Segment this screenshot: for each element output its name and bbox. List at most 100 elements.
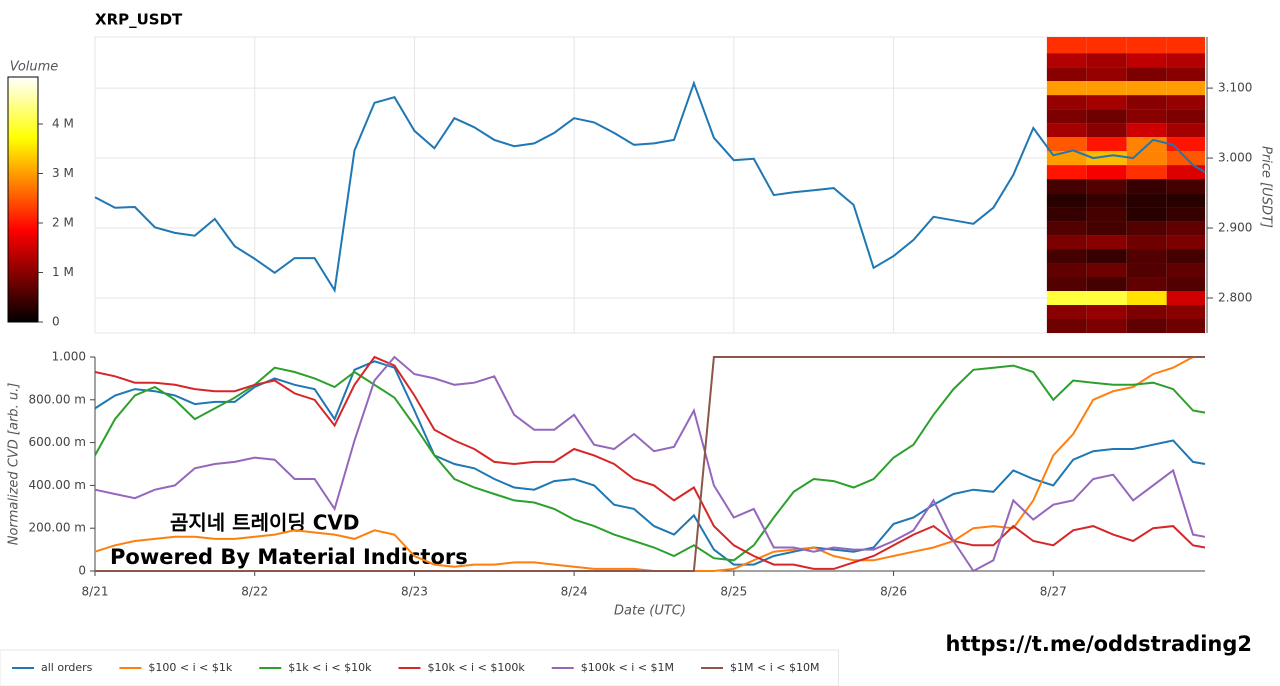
y-tick-label: 1.000 (52, 350, 86, 364)
watermark: Powered By Material Indictors (110, 545, 468, 569)
y-tick-label: 200.00 m (29, 521, 87, 535)
series-line (94, 355, 1206, 573)
legend-label: $1k < i < $10k (288, 661, 372, 674)
heatmap-cell (1166, 123, 1205, 138)
heatmap-cell (1046, 95, 1087, 110)
heatmap-cell (1126, 291, 1167, 306)
heatmap-cell (1046, 263, 1087, 278)
heatmap-cell (1166, 95, 1205, 110)
heatmap-cell (1166, 291, 1205, 306)
x-tick-label: 8/23 (401, 585, 428, 599)
heatmap-cell (1086, 123, 1127, 138)
heatmap-cell (1046, 249, 1087, 264)
heatmap-cell (1126, 263, 1167, 278)
series-line (95, 356, 1205, 572)
x-tick-label: 8/24 (561, 585, 588, 599)
heatmap-cell (1126, 235, 1167, 250)
x-axis-label: Date (UTC) (614, 604, 686, 619)
colorbar-tick-label: 4 M (52, 117, 74, 131)
series-line (94, 356, 1205, 572)
heatmap-cell (1126, 319, 1167, 333)
heatmap-cell (1046, 67, 1087, 82)
heatmap-cell (1126, 179, 1167, 194)
heatmap-cell (1046, 221, 1087, 236)
heatmap-cell (1086, 319, 1127, 333)
link[interactable]: https://t.me/oddstrading2 (946, 632, 1253, 656)
legend-label: all orders (41, 661, 93, 674)
heatmap-cell (1166, 165, 1205, 180)
colorbar-tick-label: 2 M (52, 216, 74, 230)
heatmap-cell (1086, 109, 1127, 124)
heatmap-cell (1086, 165, 1127, 180)
heatmap-cell (1086, 305, 1127, 320)
heatmap-cell (1086, 249, 1127, 264)
heatmap-cell (1086, 221, 1127, 236)
heatmap-cell (1126, 193, 1167, 208)
legend-label: $100k < i < $1M (581, 661, 674, 674)
legend-label: $10k < i < $100k (427, 661, 525, 674)
heatmap-cell (1046, 193, 1087, 208)
heatmap-cell (1086, 137, 1127, 152)
heatmap-cell (1046, 123, 1087, 138)
heatmap-cell (1166, 207, 1205, 222)
y-tick-label: 2.900 (1218, 221, 1252, 235)
heatmap-cell (1046, 137, 1087, 152)
series-line (94, 355, 1206, 570)
heatmap-cell (1166, 249, 1205, 264)
y-tick-label: 0 (78, 564, 86, 578)
x-tick-label: 8/22 (241, 585, 268, 599)
colorbar-tick-label: 0 (52, 315, 60, 329)
y-tick-label: 3.000 (1218, 151, 1252, 165)
heatmap-cell (1086, 235, 1127, 250)
y-tick-label: 3.100 (1218, 81, 1252, 95)
heatmap-cell (1046, 109, 1087, 124)
heatmap-cell (1166, 221, 1205, 236)
y-axis-label: Normalized CVD [arb. u.] (7, 383, 22, 546)
heatmap-cell (1086, 291, 1127, 306)
heatmap-cell (1086, 37, 1127, 54)
heatmap-cell (1126, 37, 1167, 54)
heatmap-cell (1046, 179, 1087, 194)
heatmap-cell (1046, 37, 1087, 54)
heatmap-cell (1166, 319, 1205, 333)
heatmap-cell (1086, 263, 1127, 278)
colorbar-tick-label: 3 M (52, 166, 74, 180)
series-line (94, 360, 1206, 566)
series-line (94, 80, 1206, 294)
heatmap-cell (1046, 165, 1087, 180)
heatmap-cell (1166, 81, 1205, 96)
heatmap-cell (1086, 207, 1127, 222)
heatmap-cell (1166, 235, 1205, 250)
heatmap-cell (1166, 179, 1205, 194)
y-tick-label: 600.00 m (29, 435, 87, 449)
x-tick-label: 8/21 (82, 585, 109, 599)
heatmap-cell (1086, 151, 1127, 166)
heatmap-cell (1126, 249, 1167, 264)
heatmap-cell (1046, 305, 1087, 320)
heatmap-cell (1166, 37, 1205, 54)
heatmap-cell (1126, 207, 1167, 222)
series-line (94, 364, 1206, 562)
x-tick-label: 8/26 (880, 585, 907, 599)
heatmap-cell (1126, 137, 1167, 152)
heatmap-cell (1086, 277, 1127, 292)
heatmap-cell (1126, 277, 1167, 292)
heatmap-cell (1126, 305, 1167, 320)
legend: all orders $100 < i < $1k $1k < i < $10k $1… (0, 649, 839, 686)
heatmap-cell (1046, 81, 1087, 96)
colorbar-tick-label: 1 M (52, 265, 74, 279)
heatmap-cell (1166, 109, 1205, 124)
heatmap-cell (1166, 67, 1205, 82)
heatmap-cell (1086, 179, 1127, 194)
x-tick-label: 8/25 (720, 585, 747, 599)
colorbar-label: Volume (10, 60, 59, 75)
heatmap-cell (1126, 109, 1167, 124)
heatmap-cell (1046, 235, 1087, 250)
heatmap-cell (1046, 277, 1087, 292)
heatmap-cell (1126, 53, 1167, 68)
legend-label: $100 < i < $1k (148, 661, 232, 674)
y-tick-label: 800.00 m (29, 392, 87, 406)
colorbar (7, 76, 39, 323)
heatmap-cell (1126, 221, 1167, 236)
